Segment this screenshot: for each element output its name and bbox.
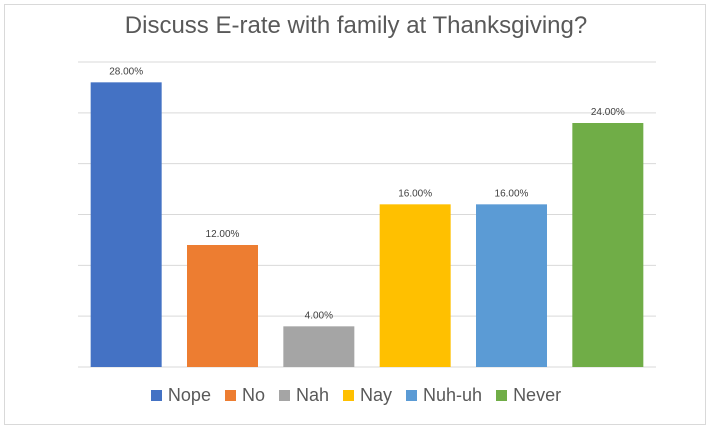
- legend-swatch: [343, 390, 354, 401]
- bar-nuh-uh: [476, 204, 547, 367]
- gridlines: [78, 61, 656, 368]
- legend-label: No: [241, 385, 265, 405]
- data-labels: 28.00% 12.00% 4.00% 16.00% 16.00% 24.00%: [109, 66, 625, 321]
- data-label: 24.00%: [591, 107, 625, 118]
- bar-nah: [283, 326, 355, 367]
- legend-label: Nah: [295, 385, 329, 405]
- legend-item-nuh-uh: Nuh-uh: [406, 385, 482, 406]
- legend-label: Nay: [360, 385, 393, 405]
- legend-swatch: [278, 390, 290, 401]
- legend-swatch: [406, 390, 418, 401]
- legend-swatch: [224, 390, 236, 401]
- legend-swatch: [496, 390, 508, 401]
- data-label: 12.00%: [206, 229, 240, 240]
- legend-label: Never: [513, 385, 562, 405]
- legend-item-no: No: [224, 385, 265, 406]
- data-label: 4.00%: [305, 310, 333, 321]
- legend-label: Nope: [167, 385, 211, 405]
- data-label: 28.00%: [109, 66, 143, 77]
- bar-nope: [90, 82, 162, 367]
- data-label: 16.00%: [398, 188, 432, 199]
- legend-item-never: Never: [496, 385, 561, 406]
- legend: Nope No Nah Nay Nuh-uh Never: [0, 385, 712, 406]
- bar-nay: [379, 204, 451, 367]
- legend-swatch: [150, 390, 162, 401]
- data-label: 16.00%: [495, 188, 529, 199]
- legend-item-nah: Nah: [278, 385, 329, 406]
- bar-no: [187, 245, 258, 367]
- legend-item-nay: Nay: [343, 385, 392, 406]
- chart-title: Discuss E-rate with family at Thanksgivi…: [124, 12, 588, 39]
- bar-never: [572, 123, 644, 367]
- legend-label: Nuh-uh: [423, 385, 483, 405]
- legend-item-nope: Nope: [150, 385, 211, 406]
- bars: [90, 82, 644, 367]
